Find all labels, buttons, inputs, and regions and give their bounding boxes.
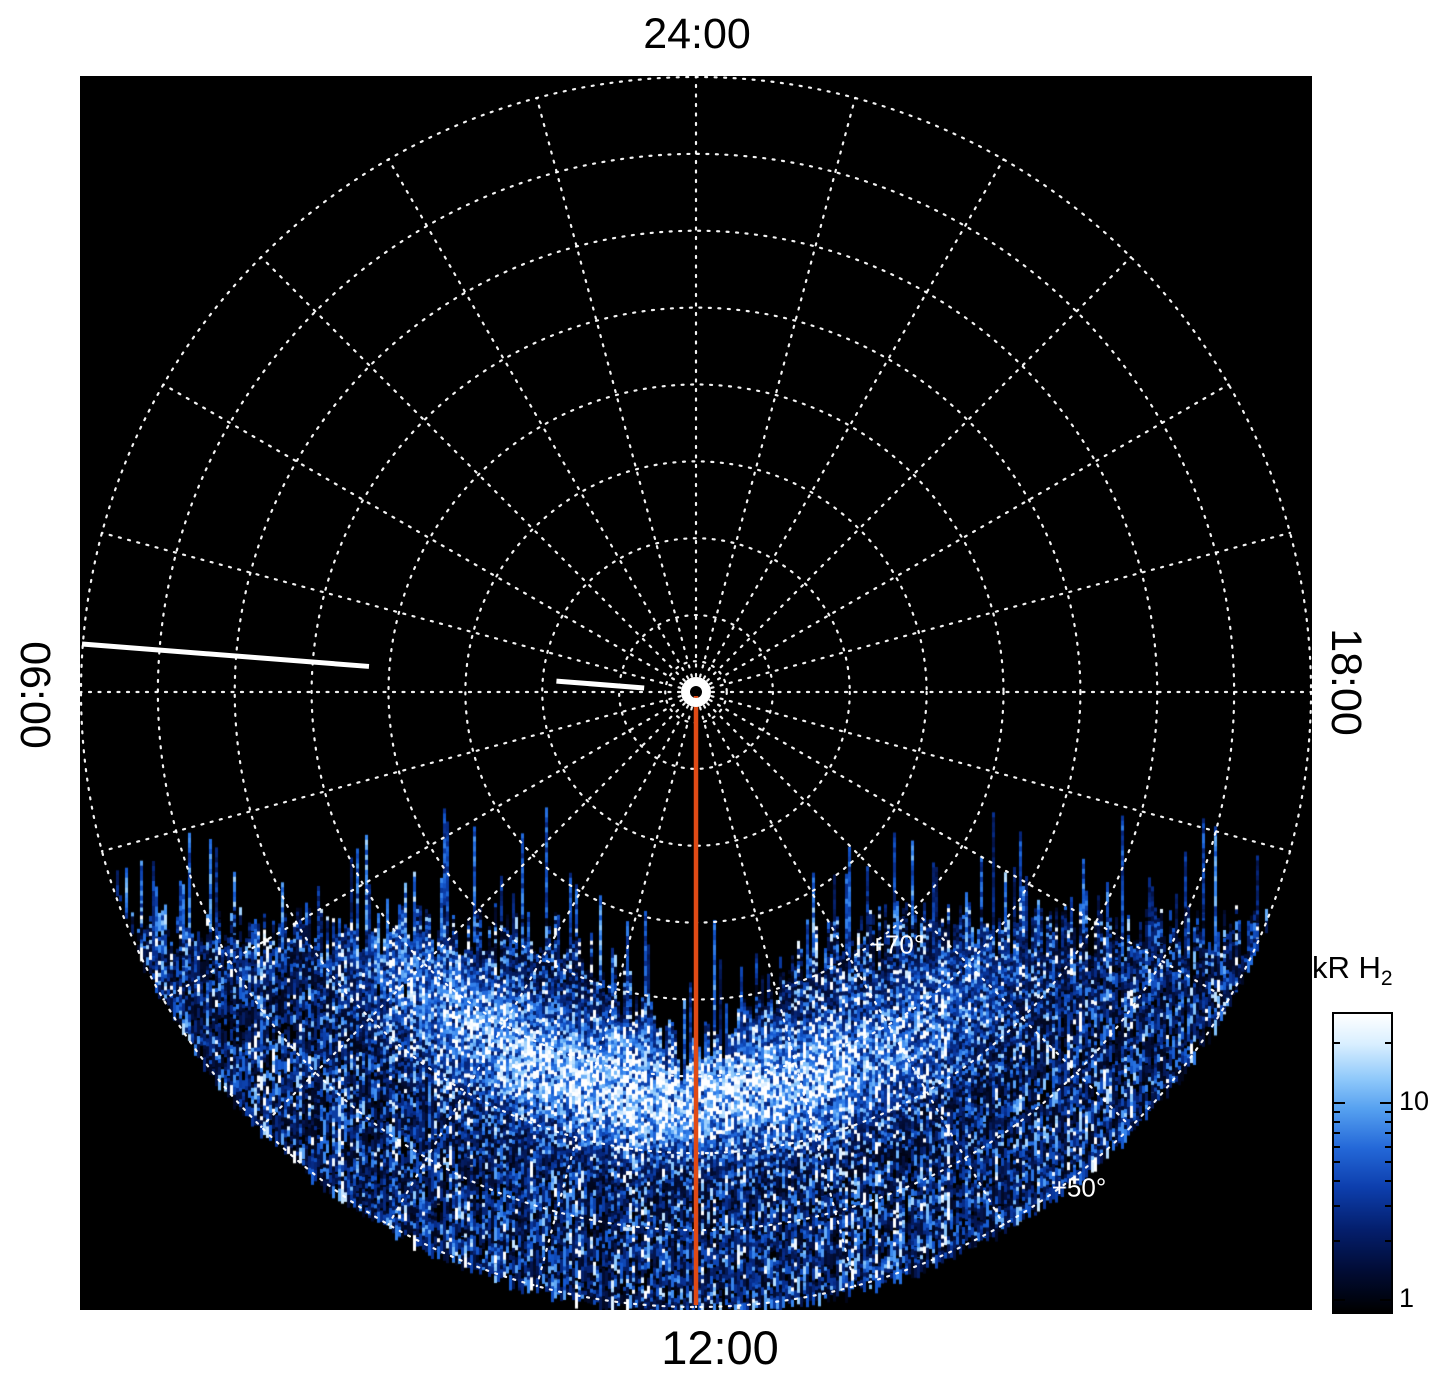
colorbar-tickmark	[1334, 1042, 1340, 1045]
colorbar-tickmark	[1385, 1161, 1391, 1164]
local-time-label-24: 24:00	[643, 10, 751, 58]
colorbar-tickmark	[1385, 1180, 1391, 1183]
colorbar-tickmark	[1385, 1239, 1391, 1242]
colorbar-tickmark	[1385, 1204, 1391, 1207]
colorbar-tickmark	[1334, 1204, 1340, 1207]
colorbar-tickmark	[1385, 1120, 1391, 1123]
polar-plot-area: +70° +50°	[80, 76, 1312, 1310]
latitude-label-50: +50°	[1051, 1172, 1107, 1203]
colorbar-title-main: kR H	[1312, 950, 1381, 985]
colorbar-tickmark	[1334, 1239, 1340, 1242]
colorbar-tick-label-10: 10	[1399, 1085, 1430, 1116]
colorbar-tickmark	[1334, 1145, 1340, 1148]
colorbar-tickmark	[1334, 1299, 1345, 1302]
colorbar-tickmark	[1334, 1180, 1340, 1183]
colorbar-tickmark	[1334, 1110, 1340, 1113]
latitude-label-70: +70°	[869, 929, 925, 960]
colorbar-tickmark	[1334, 1120, 1340, 1123]
colorbar-tickmark	[1385, 1042, 1391, 1045]
polar-grid-overlay	[80, 76, 1312, 1309]
local-time-label-12: 12:00	[661, 1321, 779, 1374]
colorbar-tickmark	[1334, 1161, 1340, 1164]
colorbar-tickmark	[1334, 1132, 1340, 1135]
local-time-label-06: 06:00	[11, 641, 59, 749]
colorbar-tickmark	[1385, 1110, 1391, 1113]
colorbar-tickmark	[1380, 1101, 1391, 1104]
colorbar-tickmark	[1334, 1101, 1345, 1104]
colorbar	[1332, 1012, 1393, 1314]
local-time-label-18: 18:00	[1322, 628, 1370, 736]
colorbar-title-sub: 2	[1380, 967, 1393, 991]
colorbar-tickmark	[1385, 1132, 1391, 1135]
colorbar-tickmark	[1385, 1145, 1391, 1148]
colorbar-tick-label-1: 1	[1399, 1283, 1415, 1314]
colorbar-tickmark	[1380, 1299, 1391, 1302]
colorbar-title: kR H2	[1312, 950, 1442, 991]
